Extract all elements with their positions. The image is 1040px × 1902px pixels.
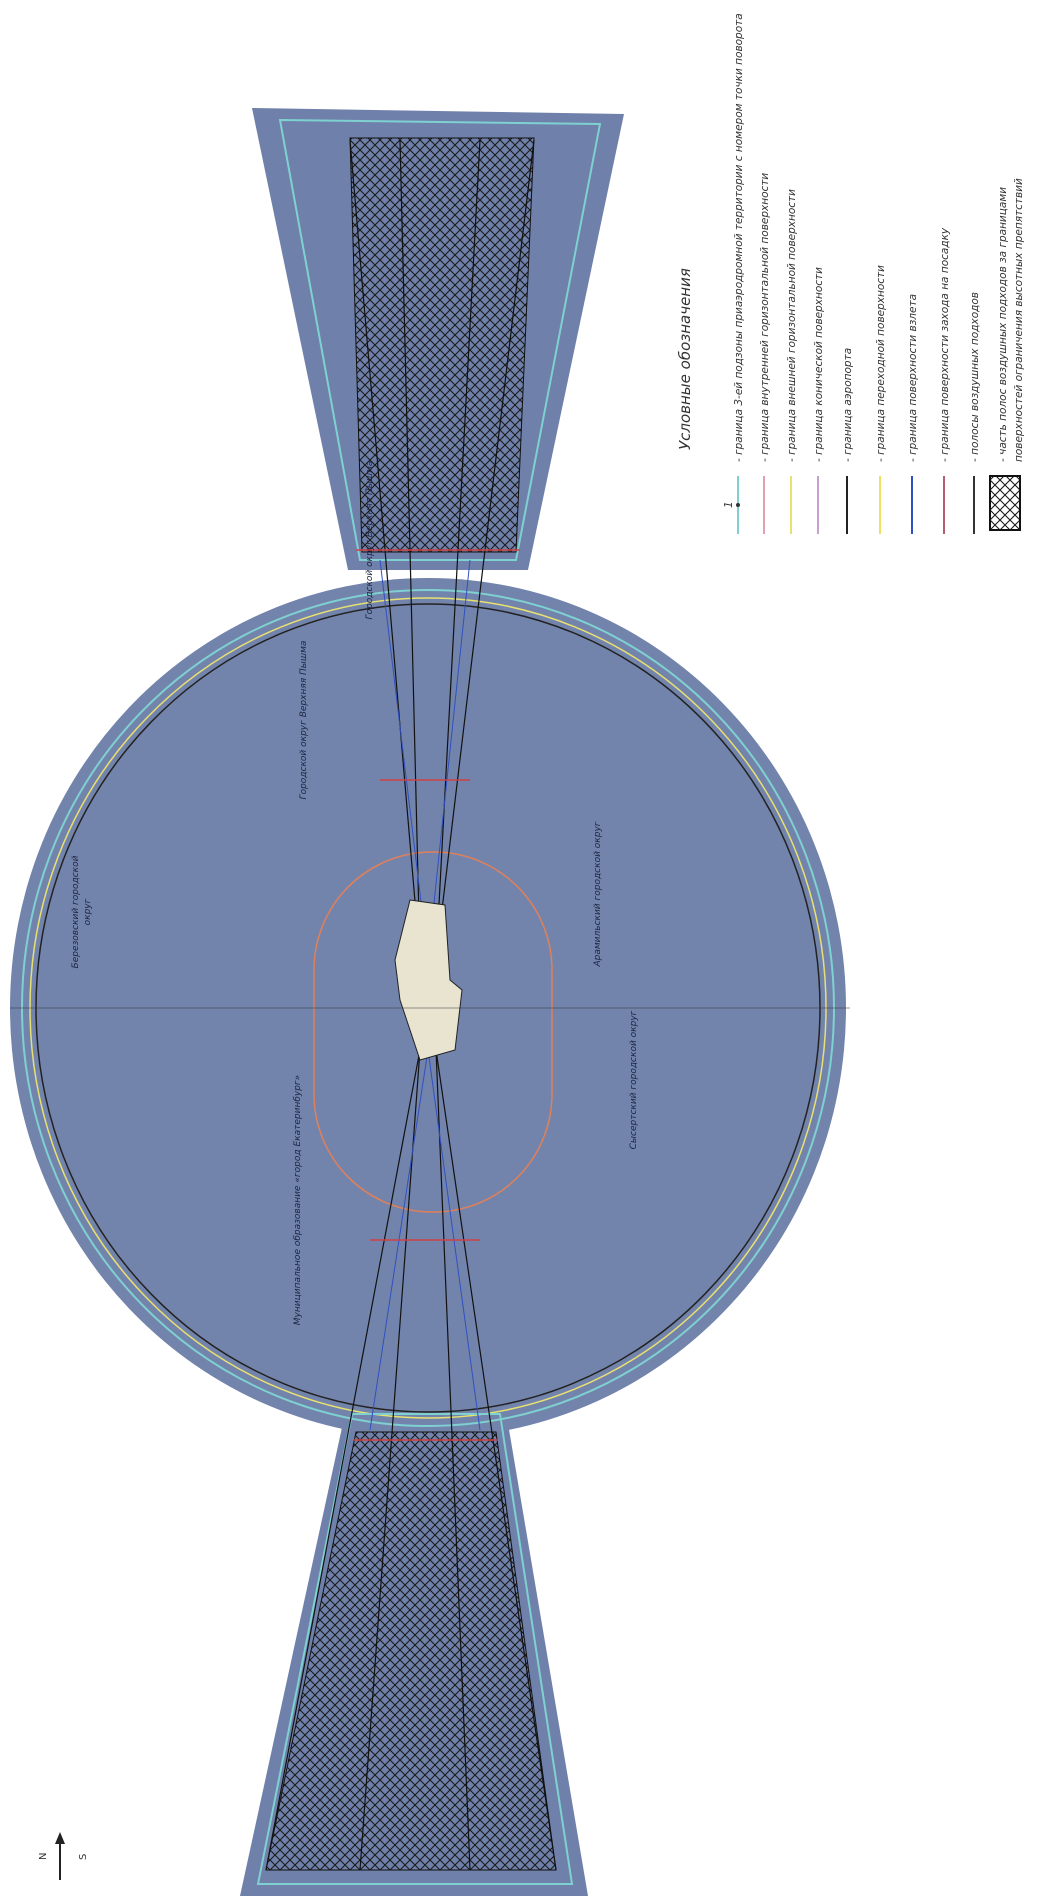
- compass-north: N: [38, 1853, 49, 1860]
- legend-label: поверхностей ограничения высотных препят…: [1013, 178, 1025, 462]
- legend-point: [736, 503, 740, 507]
- legend-title: Условные обозначения: [676, 268, 694, 450]
- hatch-north: [349, 137, 535, 553]
- legend-label: - граница переходной поверхности: [875, 265, 887, 462]
- place-label: Городской округ Верхняя Пышма: [365, 461, 375, 620]
- place-label: Муниципальное образование «город Екатери…: [293, 1075, 303, 1325]
- legend-label: - граница конической поверхности: [813, 267, 825, 462]
- compass: [55, 1832, 65, 1880]
- legend-label: - граница поверхности захода на посадку: [939, 227, 951, 462]
- marks: [354, 549, 520, 1441]
- legend-label: - граница аэропорта: [842, 348, 854, 462]
- legend-label: - граница внешней горизонтальной поверхн…: [786, 189, 798, 462]
- places: Березовский городской округ Городской окру…: [71, 461, 639, 1326]
- place-label: Сысертский городской округ: [629, 1010, 639, 1149]
- legend-label: - граница 3-ей подзоны приаэродромной те…: [733, 13, 745, 462]
- legend-label: - часть полос воздушных подходов за гран…: [997, 187, 1009, 462]
- legend-swatch: [989, 475, 1021, 531]
- place-label: Березовский городской: [71, 855, 81, 968]
- legend-symbol: 1: [723, 501, 735, 508]
- inner-surface: [313, 851, 553, 1213]
- legend-label: - граница поверхности взлета: [907, 294, 919, 462]
- airport: [394, 899, 463, 1061]
- legend-label: - граница внутренней горизонтальной пове…: [759, 173, 771, 462]
- legend: Условные обозначения 1 - граница 3-ей подз…: [676, 13, 1025, 534]
- place-label: Арамильский городской округ: [593, 821, 603, 967]
- legend-label: - полосы воздушных подходов: [969, 292, 981, 462]
- compass-south: S: [78, 1854, 89, 1860]
- place-label: Городской округ Верхняя Пышма: [299, 641, 309, 800]
- map-area: [10, 108, 850, 1896]
- zone-boundary-north: [278, 118, 602, 561]
- place-label: округ: [83, 898, 93, 925]
